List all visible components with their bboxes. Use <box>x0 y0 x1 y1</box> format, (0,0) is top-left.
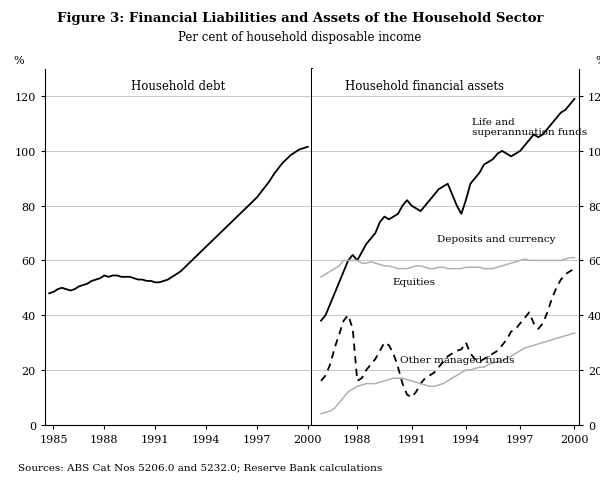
Text: Figure 3: Financial Liabilities and Assets of the Household Sector: Figure 3: Financial Liabilities and Asse… <box>57 12 543 25</box>
Text: Household debt: Household debt <box>131 80 226 93</box>
Text: Sources: ABS Cat Nos 5206.0 and 5232.0; Reserve Bank calculations: Sources: ABS Cat Nos 5206.0 and 5232.0; … <box>18 462 382 471</box>
Text: %: % <box>13 56 23 66</box>
Text: Household financial assets: Household financial assets <box>344 80 503 93</box>
Text: %: % <box>595 56 600 66</box>
Text: Equities: Equities <box>392 277 435 287</box>
Text: Other managed funds: Other managed funds <box>400 356 515 364</box>
Text: Life and
superannuation funds: Life and superannuation funds <box>472 118 587 137</box>
Text: Deposits and currency: Deposits and currency <box>437 235 556 244</box>
Text: Per cent of household disposable income: Per cent of household disposable income <box>178 31 422 44</box>
